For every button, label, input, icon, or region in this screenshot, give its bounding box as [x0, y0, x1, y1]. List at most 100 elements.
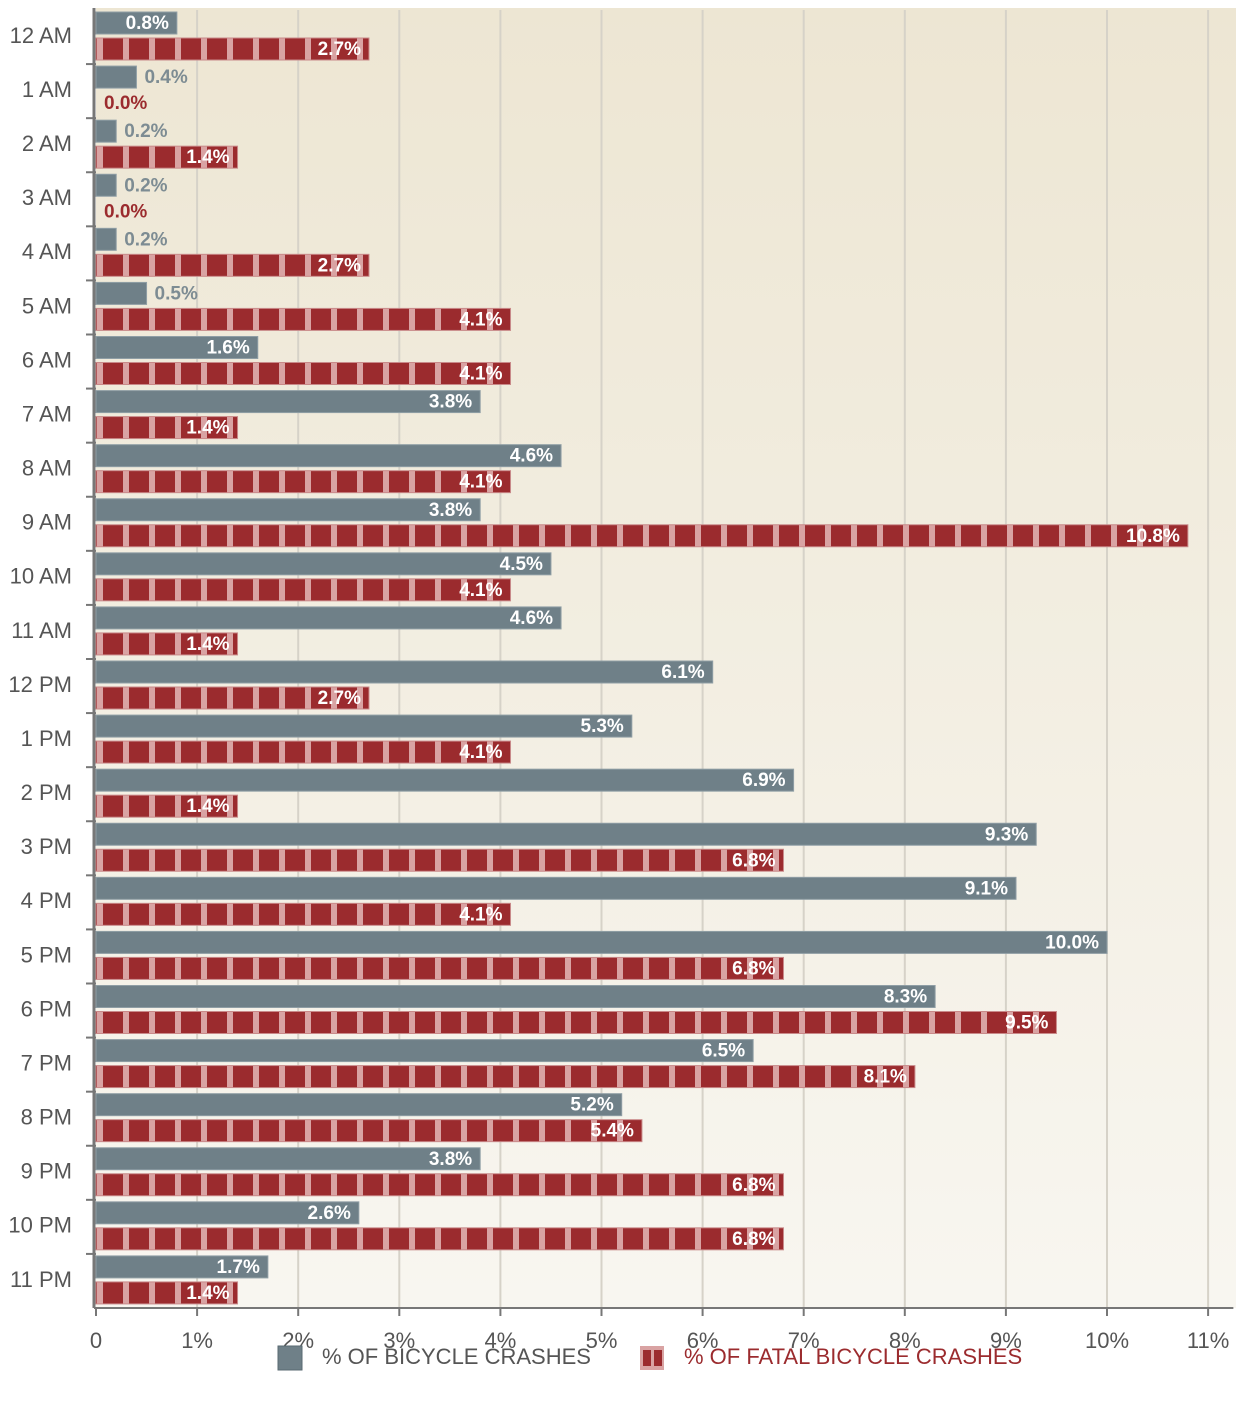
bar: [95, 930, 1108, 954]
bar: [95, 768, 795, 792]
data-label: 4.1%: [459, 580, 502, 601]
data-label: 2.7%: [318, 688, 361, 709]
y-tick-label: 8 PM: [21, 1105, 72, 1130]
bar: [95, 253, 370, 277]
bar: [95, 444, 562, 468]
data-label: 8.1%: [864, 1067, 907, 1088]
bar: [95, 686, 370, 710]
legend-swatch: [277, 1345, 303, 1371]
data-label: 4.6%: [510, 446, 553, 467]
data-label: 6.8%: [732, 958, 775, 979]
bar: [95, 119, 117, 143]
data-label: 0.2%: [124, 175, 167, 196]
y-tick-label: 5 PM: [21, 942, 72, 967]
bar: [95, 1119, 643, 1143]
y-tick-label: 5 AM: [22, 293, 72, 318]
data-label: 1.4%: [186, 634, 229, 655]
legend-label: % OF FATAL BICYCLE CRASHES: [684, 1344, 1022, 1369]
data-label: 9.1%: [965, 878, 1008, 899]
data-label: 0.0%: [104, 93, 147, 114]
y-tick-label: 3 AM: [22, 185, 72, 210]
y-tick-label: 10 AM: [10, 564, 72, 589]
data-label: 6.8%: [732, 850, 775, 871]
y-tick-label: 2 PM: [21, 780, 72, 805]
data-label: 3.8%: [429, 500, 472, 521]
x-tick-label: 8%: [889, 1328, 921, 1353]
y-tick-label: 7 AM: [22, 401, 72, 426]
data-label: 2.7%: [318, 39, 361, 60]
data-label: 4.1%: [459, 742, 502, 763]
bar: [95, 794, 239, 818]
bar: [95, 37, 370, 61]
data-label: 10.0%: [1045, 932, 1099, 953]
y-tick-label: 6 PM: [21, 996, 72, 1021]
bar: [95, 498, 481, 522]
bar: [95, 714, 633, 738]
bar: [95, 336, 259, 359]
data-label: 4.6%: [510, 608, 553, 629]
bar: [95, 227, 117, 251]
y-tick-label: 10 PM: [8, 1213, 72, 1238]
bar: [95, 1227, 784, 1251]
bar: [95, 552, 552, 576]
data-label: 0.0%: [104, 201, 147, 222]
bar: [95, 956, 784, 980]
bar: [95, 902, 512, 926]
y-tick-label: 4 AM: [22, 239, 72, 264]
data-label: 6.1%: [661, 662, 704, 683]
y-tick-label: 1 AM: [22, 77, 72, 102]
y-tick-label: 12 AM: [10, 23, 72, 48]
bar: [95, 416, 239, 440]
bar: [95, 470, 512, 494]
data-label: 3.8%: [429, 392, 472, 413]
x-tick-label: 10%: [1085, 1328, 1129, 1353]
x-tick-label: 1%: [181, 1328, 213, 1353]
x-tick-label: 11%: [1187, 1328, 1229, 1353]
y-tick-label: 11 PM: [10, 1267, 72, 1292]
legend-swatch-part: [643, 1350, 651, 1366]
data-label: 0.8%: [126, 13, 169, 34]
data-label: 0.5%: [155, 283, 198, 304]
bar: [95, 632, 239, 656]
data-label: 6.9%: [742, 770, 785, 791]
bar: [95, 1039, 754, 1063]
bar: [95, 281, 148, 305]
legend-label: % OF BICYCLE CRASHES: [322, 1344, 591, 1369]
data-label: 4.5%: [500, 554, 543, 575]
data-label: 9.5%: [1005, 1013, 1048, 1034]
data-label: 4.1%: [459, 904, 502, 925]
data-label: 0.2%: [124, 229, 167, 250]
bar: [95, 145, 239, 169]
data-label: 5.4%: [591, 1121, 634, 1142]
data-label: 6.8%: [732, 1229, 775, 1250]
data-label: 1.4%: [186, 1283, 229, 1304]
y-tick-label: 1 PM: [21, 726, 72, 751]
x-tick-label: 7%: [788, 1328, 820, 1353]
data-label: 4.1%: [459, 364, 502, 385]
bar: [95, 65, 137, 89]
plot-background: [96, 8, 1236, 1308]
y-tick-label: 2 AM: [22, 131, 72, 156]
data-label: 2.7%: [318, 255, 361, 276]
bar: [95, 1201, 360, 1225]
y-tick-label: 4 PM: [21, 888, 72, 913]
bar: [95, 390, 481, 414]
data-label: 4.1%: [459, 472, 502, 493]
bar: [95, 1065, 916, 1089]
legend: % OF BICYCLE CRASHES % OF FATAL BICYCLE …: [277, 1344, 1022, 1371]
data-label: 1.6%: [206, 338, 249, 359]
bar: [95, 11, 178, 35]
bar: [95, 740, 512, 764]
bar: [95, 1173, 784, 1197]
bar: [95, 1147, 481, 1171]
bar: [95, 985, 936, 1008]
bar: [95, 578, 512, 602]
bar: [95, 1011, 1057, 1034]
data-label: 1.7%: [217, 1257, 260, 1278]
bar: [95, 876, 1017, 900]
bar: [95, 848, 784, 872]
bar: [95, 1281, 239, 1305]
x-tick-label: 9%: [990, 1328, 1022, 1353]
legend-swatch-part: [654, 1350, 662, 1366]
